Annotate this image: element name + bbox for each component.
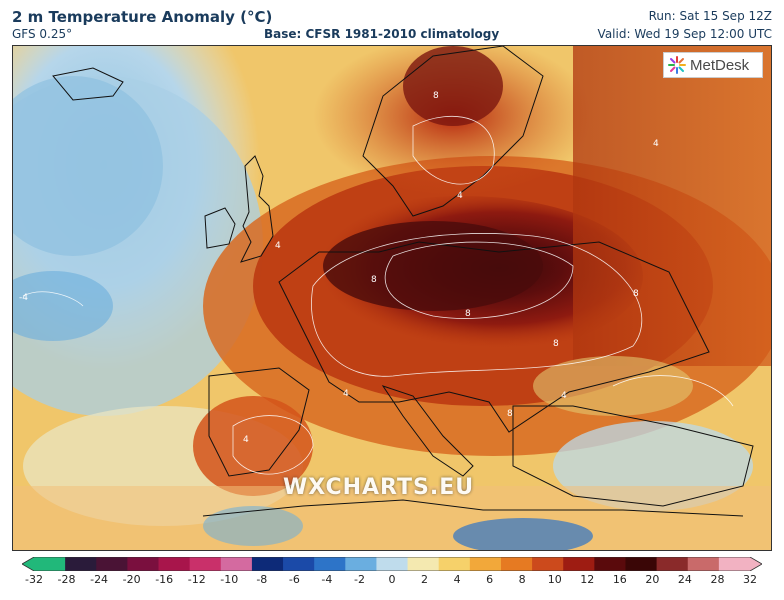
colorbar-segment	[407, 557, 440, 571]
contour-label: 4	[243, 435, 249, 445]
colorbar-arrow-high	[750, 557, 762, 571]
colorbar-tick-label: 2	[421, 573, 429, 586]
colorbar-segment	[563, 557, 595, 571]
map-title: 2 m Temperature Anomaly (°C)	[12, 8, 273, 26]
colorbar-segment	[687, 557, 720, 571]
valid-time: Valid: Wed 19 Sep 12:00 UTC	[597, 27, 772, 41]
colorbar-segment	[718, 557, 751, 571]
colorbar-tick-label: 8	[518, 573, 526, 586]
colorbar-tick-label: -16	[155, 573, 174, 586]
colorbar-tick-label: 24	[677, 573, 692, 586]
colorbar-segment	[345, 557, 377, 571]
model-name: GFS 0.25°	[12, 27, 73, 41]
colorbar-segment	[594, 557, 626, 571]
colorbar-tick-label: 16	[612, 573, 627, 586]
coastlines	[52, 46, 754, 517]
colorbar-segment	[189, 557, 222, 571]
colorbar-segment	[656, 557, 689, 571]
colorbar-arrow-low	[22, 557, 34, 571]
colorbar-segment	[376, 557, 409, 571]
metdesk-logo-text: MetDesk	[690, 56, 750, 74]
contour-label: 8	[553, 339, 559, 349]
contour-label: 4	[653, 139, 659, 149]
colorbar-segment	[469, 557, 502, 571]
colorbar-tick-label: -2	[353, 573, 365, 586]
contour-label: -4	[19, 293, 28, 303]
colorbar-tick-label: -28	[57, 573, 76, 586]
colorbar-segment	[438, 557, 471, 571]
contour-label: 8	[371, 275, 377, 285]
colorbar-tick-label: 0	[388, 573, 396, 586]
colorbar-segment	[127, 557, 160, 571]
climatology-base: Base: CFSR 1981-2010 climatology	[264, 27, 500, 41]
colorbar-tick-label: 4	[453, 573, 461, 586]
contour-label: 4	[561, 391, 567, 401]
colorbar-segment	[625, 557, 658, 571]
map-canvas: -4 4 8 4 8 8 4 8 8 4 4 8 4	[13, 46, 771, 550]
colorbar-tick-label: -32	[25, 573, 43, 586]
colorbar-segment	[158, 557, 191, 571]
colorbar-tick-label: 20	[645, 573, 660, 586]
colorbar-tick-label: -8	[256, 573, 268, 586]
contour-label: 8	[507, 409, 513, 419]
colorbar-tick-label: -6	[288, 573, 300, 586]
colorbar-segment	[251, 557, 284, 571]
contour-label: 4	[457, 191, 463, 201]
colorbar-tick-label: -20	[122, 573, 141, 586]
colorbar-segment	[34, 557, 66, 571]
metdesk-logo: MetDesk	[663, 52, 763, 78]
colorbar-tick-labels: -32 -28 -24 -20 -16 -12 -10 -8 -6 -4 -2 0 2 4 6 8 10 12 16…	[0, 573, 784, 589]
run-time: Run: Sat 15 Sep 12Z	[648, 9, 772, 23]
colorbar-segment	[96, 557, 128, 571]
wxcharts-watermark: WXCHARTS.EU	[283, 475, 475, 500]
colorbar-tick-label: -12	[187, 573, 206, 586]
colorbar-tick-label: 6	[486, 573, 494, 586]
colorbar-tick-label: 12	[580, 573, 595, 586]
colorbar-tick-label: 28	[710, 573, 725, 586]
contour-label: 4	[343, 389, 349, 399]
contour-label: 8	[633, 289, 639, 299]
colorbar-segment	[500, 557, 533, 571]
contour-label: 8	[465, 309, 471, 319]
colorbar-tick-label: 10	[547, 573, 562, 586]
colorbar-tick-label: -24	[90, 573, 109, 586]
colorbar-segment	[314, 557, 346, 571]
colorbar-segment	[283, 557, 315, 571]
colorbar-tick-label: -10	[220, 573, 239, 586]
colorbar-segment	[532, 557, 564, 571]
colorbar-segment	[65, 557, 97, 571]
colorbar-tick-label: -4	[321, 573, 333, 586]
contour-label: 8	[433, 91, 439, 101]
metdesk-star-icon	[668, 56, 686, 74]
colorbar-segment	[220, 557, 253, 571]
temperature-anomaly-map[interactable]: -4 4 8 4 8 8 4 8 8 4 4 8 4	[12, 45, 772, 551]
colorbar	[22, 557, 762, 571]
contour-lines	[22, 115, 734, 475]
colorbar-tick-label: 32	[743, 573, 757, 586]
contour-label: 4	[275, 241, 281, 251]
contour-label-group: -4 4 8 4 8 8 4 8 8 4 4 8 4	[19, 91, 659, 445]
